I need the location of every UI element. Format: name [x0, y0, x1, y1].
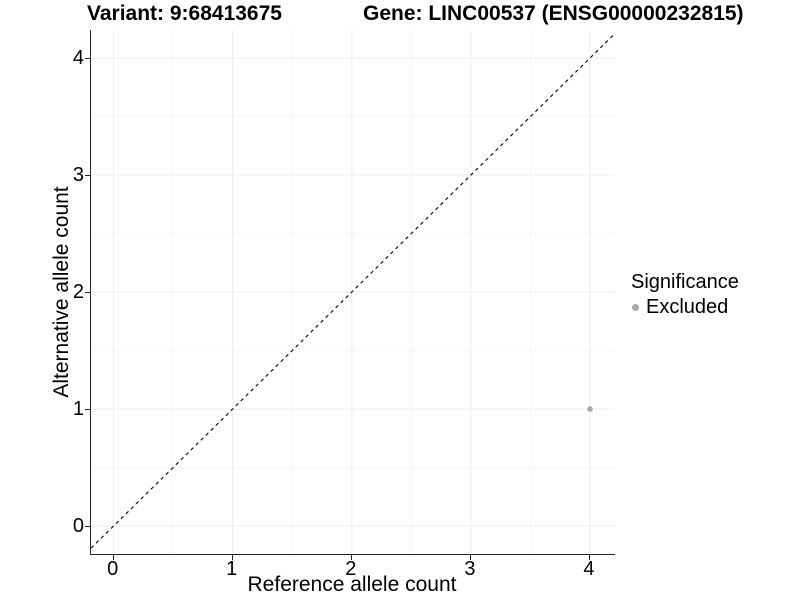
x-tick-label: 3: [464, 558, 476, 580]
y-tick-label: 1: [72, 397, 84, 420]
legend-title: Significance: [631, 271, 739, 293]
x-tick-mark: [112, 555, 114, 560]
legend: Significance Excluded: [631, 270, 739, 319]
legend-point-icon: [632, 303, 639, 311]
x-tick-mark: [588, 555, 590, 560]
y-tick-mark: [85, 408, 90, 410]
legend-item-excluded: Excluded: [631, 295, 739, 319]
variant-title: Variant: 9:68413675: [87, 2, 282, 25]
x-tick-mark: [469, 555, 471, 560]
x-tick-label: 2: [345, 558, 357, 580]
x-tick-mark: [231, 555, 233, 560]
y-tick-label: 3: [72, 164, 84, 187]
y-tick-label: 2: [72, 281, 84, 303]
y-tick-label: 4: [72, 47, 84, 70]
plot-canvas: [91, 30, 615, 554]
gene-title: Gene: LINC00537 (ENSG00000232815): [363, 2, 744, 25]
plot-panel: [90, 30, 615, 555]
identity-line: [91, 33, 615, 549]
data-point: [587, 406, 593, 412]
x-tick-label: 1: [226, 558, 238, 580]
x-tick-label: 4: [583, 558, 595, 580]
y-tick-mark: [85, 175, 90, 177]
x-tick-mark: [350, 555, 352, 560]
y-tick-label: 0: [72, 514, 84, 537]
x-tick-label: 0: [107, 558, 119, 580]
y-tick-mark: [85, 58, 90, 60]
y-tick-mark: [85, 292, 90, 293]
x-axis-title: Reference allele count: [247, 573, 457, 596]
y-tick-mark: [85, 525, 90, 527]
legend-item-label: Excluded: [646, 296, 729, 318]
